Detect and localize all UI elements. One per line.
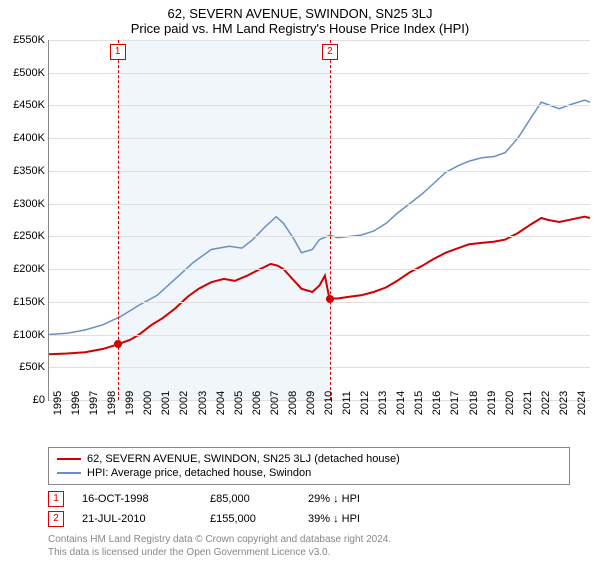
gridline [49,269,590,270]
event-marker: 1 [110,44,126,60]
gridline [49,40,590,41]
x-axis-label: 2021 [522,391,534,415]
gridline [49,105,590,106]
x-axis-label: 2012 [359,391,371,415]
legend-swatch [57,472,81,474]
x-axis-label: 1998 [106,391,118,415]
event-table: 1 16-OCT-1998 £85,000 29% ↓ HPI 2 21-JUL… [48,489,570,529]
x-axis-label: 2016 [431,391,443,415]
x-axis-label: 2024 [576,391,588,415]
gridline [49,236,590,237]
gridline [49,335,590,336]
gridline [49,171,590,172]
sale-point [326,295,334,303]
y-axis-label: £350K [5,165,45,177]
x-axis-label: 2017 [449,391,461,415]
price-chart: 62, SEVERN AVENUE, SWINDON, SN25 3LJ Pri… [0,0,600,559]
gridline [49,73,590,74]
footer-line: This data is licensed under the Open Gov… [48,546,570,559]
y-axis-label: £200K [5,263,45,275]
event-price: £85,000 [210,493,290,505]
x-axis-label: 2005 [233,391,245,415]
x-axis-label: 2006 [251,391,263,415]
x-axis-label: 1997 [88,391,100,415]
x-axis-label: 2000 [142,391,154,415]
event-marker: 2 [48,511,64,527]
x-axis-label: 2010 [323,391,335,415]
x-axis-label: 2009 [305,391,317,415]
y-axis-label: £550K [5,34,45,46]
gridline [49,367,590,368]
chart-subtitle: Price paid vs. HM Land Registry's House … [0,21,600,40]
event-marker: 2 [322,44,338,60]
x-axis-label: 2003 [197,391,209,415]
footer: Contains HM Land Registry data © Crown c… [48,533,570,559]
x-axis-label: 2014 [395,391,407,415]
y-axis-label: £50K [5,361,45,373]
legend-item: 62, SEVERN AVENUE, SWINDON, SN25 3LJ (de… [57,452,561,466]
x-axis-label: 1996 [70,391,82,415]
footer-line: Contains HM Land Registry data © Crown c… [48,533,570,546]
y-axis-label: £450K [5,99,45,111]
x-axis-label: 2018 [468,391,480,415]
event-row: 2 21-JUL-2010 £155,000 39% ↓ HPI [48,509,570,529]
legend-item: HPI: Average price, detached house, Swin… [57,466,561,480]
x-axis-label: 2004 [215,391,227,415]
x-axis-label: 2022 [540,391,552,415]
x-axis-label: 2008 [287,391,299,415]
sale-point [114,340,122,348]
x-axis-labels: 1995199619971998199920002001200220032004… [48,401,590,441]
event-line [330,40,331,400]
event-date: 21-JUL-2010 [82,513,192,525]
gridline [49,302,590,303]
x-axis-label: 2007 [269,391,281,415]
event-pct: 29% ↓ HPI [308,493,408,505]
event-date: 16-OCT-1998 [82,493,192,505]
x-axis-label: 2013 [377,391,389,415]
y-axis-label: £250K [5,230,45,242]
y-axis-label: £150K [5,296,45,308]
gridline [49,138,590,139]
x-axis-label: 2023 [558,391,570,415]
gridline [49,204,590,205]
chart-title: 62, SEVERN AVENUE, SWINDON, SN25 3LJ [0,0,600,21]
x-axis-label: 2015 [413,391,425,415]
y-axis-label: £500K [5,67,45,79]
x-axis-label: 2002 [178,391,190,415]
plot-area: £0£50K£100K£150K£200K£250K£300K£350K£400… [48,40,590,401]
x-axis-label: 2020 [504,391,516,415]
y-axis-label: £0 [5,394,45,406]
legend-label: HPI: Average price, detached house, Swin… [87,467,311,479]
y-axis-label: £300K [5,198,45,210]
x-axis-label: 2011 [341,391,353,415]
y-axis-label: £100K [5,329,45,341]
event-price: £155,000 [210,513,290,525]
x-axis-label: 2019 [486,391,498,415]
x-axis-label: 1995 [52,391,64,415]
legend-swatch [57,458,81,460]
legend-label: 62, SEVERN AVENUE, SWINDON, SN25 3LJ (de… [87,453,400,465]
series-line-hpi [49,100,590,334]
chart-lines [49,40,590,400]
y-axis-label: £400K [5,132,45,144]
event-marker: 1 [48,491,64,507]
legend: 62, SEVERN AVENUE, SWINDON, SN25 3LJ (de… [48,447,570,485]
event-pct: 39% ↓ HPI [308,513,408,525]
x-axis-label: 1999 [124,391,136,415]
x-axis-label: 2001 [160,391,172,415]
event-row: 1 16-OCT-1998 £85,000 29% ↓ HPI [48,489,570,509]
